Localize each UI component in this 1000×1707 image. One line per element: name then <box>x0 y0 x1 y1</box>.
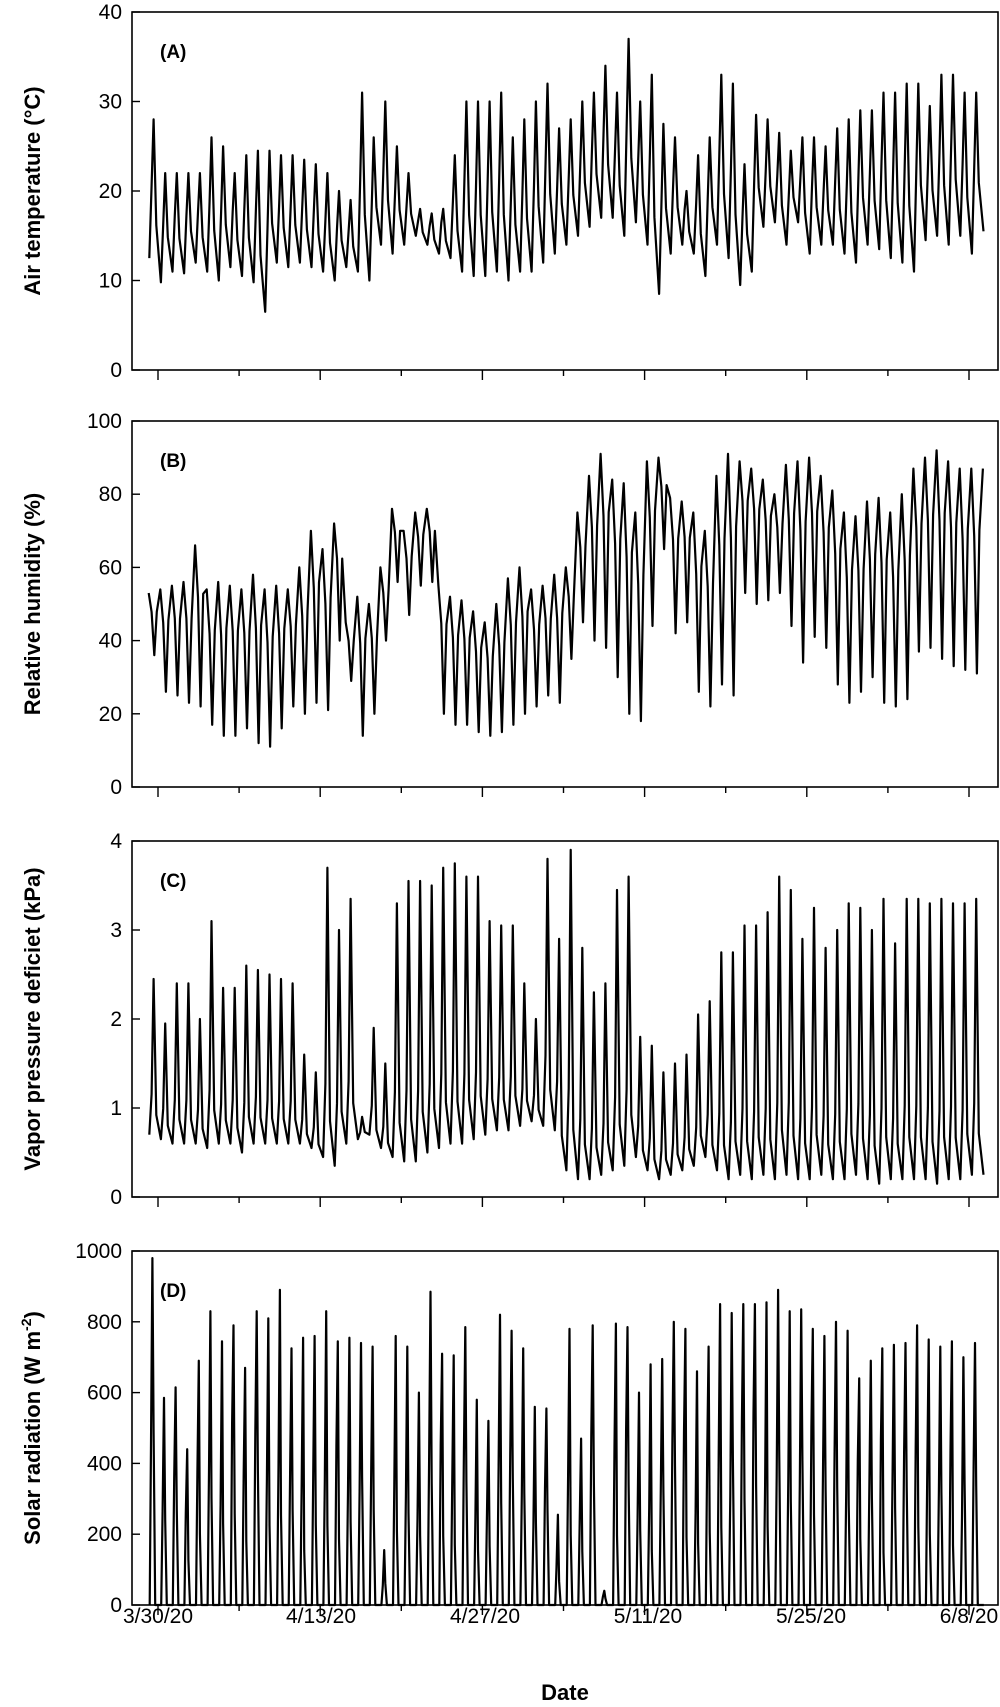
panel-label: (D) <box>160 1281 186 1302</box>
y-tick-label: 600 <box>87 1382 122 1405</box>
y-tick-label: 800 <box>87 1311 122 1334</box>
y-tick-label: 10 <box>99 270 122 293</box>
y-tick-label: 80 <box>99 483 122 506</box>
y-tick-label: 1000 <box>75 1240 122 1263</box>
y-tick-label: 20 <box>99 180 122 203</box>
x-tick-label: 4/27/20 <box>450 1605 520 1628</box>
y-tick-label: 1 <box>110 1097 122 1120</box>
y-tick-label: 20 <box>99 703 122 726</box>
series-line <box>148 1257 984 1607</box>
x-tick-label: 3/30/20 <box>123 1605 193 1628</box>
y-tick-label: 2 <box>110 1008 122 1031</box>
y-axis-title: Air temperature (°C) <box>20 86 45 295</box>
panel-label: (C) <box>160 871 186 892</box>
panel-label: (A) <box>160 42 186 63</box>
y-tick-label: 0 <box>110 359 122 382</box>
panel-label: (B) <box>160 451 186 472</box>
series-line <box>147 449 984 748</box>
x-tick-label: 5/25/20 <box>776 1605 846 1628</box>
y-tick-label: 40 <box>99 630 122 653</box>
y-tick-label: 0 <box>110 1186 122 1209</box>
plot-frame <box>131 420 999 788</box>
series-line <box>148 848 985 1185</box>
y-axis-title: Relative humidity (%) <box>20 493 45 715</box>
y-tick-label: 30 <box>99 91 122 114</box>
y-tick-label: 0 <box>110 776 122 799</box>
y-axis-title: Vapor pressure deficiet (kPa) <box>20 867 45 1170</box>
y-tick-label: 60 <box>99 556 122 579</box>
x-tick-label: 6/8/20 <box>940 1605 998 1628</box>
panel-d: 0 200 400 600 800 1000 Solar radiation (W m-2)… <box>18 1240 999 1617</box>
y-tick-label: 3 <box>110 919 122 942</box>
y-tick-label: 100 <box>87 410 122 433</box>
series-line <box>148 37 985 313</box>
y-tick-label: 400 <box>87 1452 122 1475</box>
y-tick-label: 200 <box>87 1523 122 1546</box>
panel-b: 0 20 40 60 80 100 Relative humidity (%) (B) <box>20 410 999 799</box>
x-tick-label: 5/11/20 <box>614 1605 683 1628</box>
x-axis: 3/30/20 4/13/20 4/27/20 5/11/20 5/25/20 … <box>123 1605 998 1705</box>
plot-frame <box>131 11 999 371</box>
x-axis-title: Date <box>541 1680 589 1705</box>
y-axis-title: Solar radiation (W m-2) <box>18 1311 45 1545</box>
y-tick-label: 40 <box>99 1 122 24</box>
x-tick-label: 4/13/20 <box>286 1605 356 1628</box>
y-tick-label: 0 <box>110 1594 122 1617</box>
panel-c: 0 1 2 3 4 Vapor pressure deficiet (kPa) (C) <box>20 830 999 1209</box>
panel-a: 0 10 20 30 40 Air temperature (°C) (A) <box>20 1 999 382</box>
y-tick-label: 4 <box>110 830 122 853</box>
